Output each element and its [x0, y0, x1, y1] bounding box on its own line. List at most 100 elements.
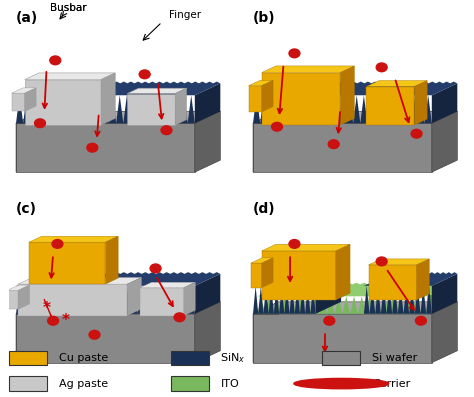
Polygon shape [25, 73, 115, 79]
Polygon shape [7, 285, 29, 290]
Polygon shape [25, 79, 101, 125]
Circle shape [294, 378, 389, 389]
Circle shape [376, 63, 387, 72]
Polygon shape [7, 290, 18, 309]
Polygon shape [253, 302, 457, 314]
Polygon shape [195, 111, 220, 172]
Polygon shape [428, 284, 453, 314]
Text: *: * [62, 313, 70, 328]
Polygon shape [316, 274, 341, 314]
Polygon shape [262, 66, 355, 73]
Text: Ag paste: Ag paste [59, 379, 109, 389]
Polygon shape [184, 282, 195, 316]
Text: Finger: Finger [169, 10, 201, 20]
Polygon shape [195, 83, 220, 123]
Polygon shape [253, 82, 457, 95]
Polygon shape [195, 302, 220, 363]
Circle shape [376, 257, 387, 266]
Polygon shape [414, 81, 427, 125]
Text: Busbar: Busbar [50, 3, 87, 13]
Polygon shape [251, 263, 262, 287]
Polygon shape [25, 88, 36, 111]
Polygon shape [253, 111, 279, 172]
Polygon shape [101, 73, 115, 125]
Polygon shape [262, 73, 340, 125]
Polygon shape [257, 296, 428, 314]
Bar [322, 351, 360, 365]
Bar [9, 351, 47, 365]
Polygon shape [12, 88, 36, 93]
Polygon shape [253, 111, 457, 123]
Polygon shape [262, 258, 273, 287]
Polygon shape [336, 244, 350, 300]
Polygon shape [16, 111, 42, 172]
Text: SiN$_x$: SiN$_x$ [220, 351, 246, 365]
Polygon shape [366, 81, 427, 87]
Circle shape [328, 140, 339, 148]
Polygon shape [16, 82, 220, 95]
Polygon shape [29, 242, 105, 284]
Circle shape [174, 313, 185, 322]
Circle shape [87, 143, 98, 152]
Circle shape [50, 56, 61, 65]
Polygon shape [18, 284, 127, 316]
Polygon shape [12, 93, 25, 111]
Polygon shape [262, 80, 273, 112]
Polygon shape [140, 282, 195, 287]
Circle shape [52, 239, 63, 248]
Polygon shape [18, 278, 141, 284]
Polygon shape [16, 314, 195, 363]
Polygon shape [253, 123, 432, 172]
Text: Si wafer: Si wafer [372, 353, 417, 363]
Polygon shape [364, 272, 457, 286]
Text: Busbar: Busbar [50, 3, 87, 16]
Polygon shape [105, 236, 118, 284]
Polygon shape [249, 80, 273, 86]
Bar [171, 351, 209, 365]
Polygon shape [432, 274, 457, 314]
Polygon shape [16, 111, 220, 123]
Polygon shape [432, 83, 457, 123]
Polygon shape [253, 272, 341, 286]
Polygon shape [16, 302, 42, 363]
Polygon shape [16, 123, 195, 172]
Polygon shape [127, 278, 141, 316]
Polygon shape [253, 302, 279, 363]
Text: (d): (d) [253, 202, 276, 216]
Text: ITO: ITO [220, 379, 239, 389]
Polygon shape [432, 302, 457, 363]
Polygon shape [340, 66, 355, 125]
Bar [171, 376, 209, 391]
Circle shape [47, 316, 59, 325]
Polygon shape [16, 286, 195, 314]
Polygon shape [16, 302, 220, 314]
Polygon shape [253, 95, 432, 123]
Polygon shape [432, 111, 457, 172]
Polygon shape [18, 285, 29, 309]
Circle shape [139, 70, 150, 79]
Circle shape [89, 330, 100, 339]
Circle shape [272, 122, 283, 131]
Polygon shape [364, 286, 432, 314]
Polygon shape [140, 287, 184, 316]
Polygon shape [257, 283, 453, 296]
Circle shape [415, 316, 427, 325]
Circle shape [411, 129, 422, 138]
Polygon shape [195, 274, 220, 314]
Polygon shape [16, 272, 220, 286]
Text: Carrier: Carrier [372, 379, 410, 389]
Circle shape [35, 119, 46, 127]
Circle shape [150, 264, 161, 273]
Polygon shape [127, 94, 175, 125]
Circle shape [324, 316, 335, 325]
Polygon shape [366, 87, 414, 125]
Text: (c): (c) [16, 202, 37, 216]
Circle shape [289, 49, 300, 58]
Polygon shape [127, 88, 187, 94]
Circle shape [161, 126, 172, 135]
Text: (a): (a) [16, 12, 38, 25]
Polygon shape [253, 314, 432, 363]
Polygon shape [16, 95, 195, 123]
Polygon shape [369, 265, 417, 300]
Text: Cu paste: Cu paste [59, 353, 109, 363]
